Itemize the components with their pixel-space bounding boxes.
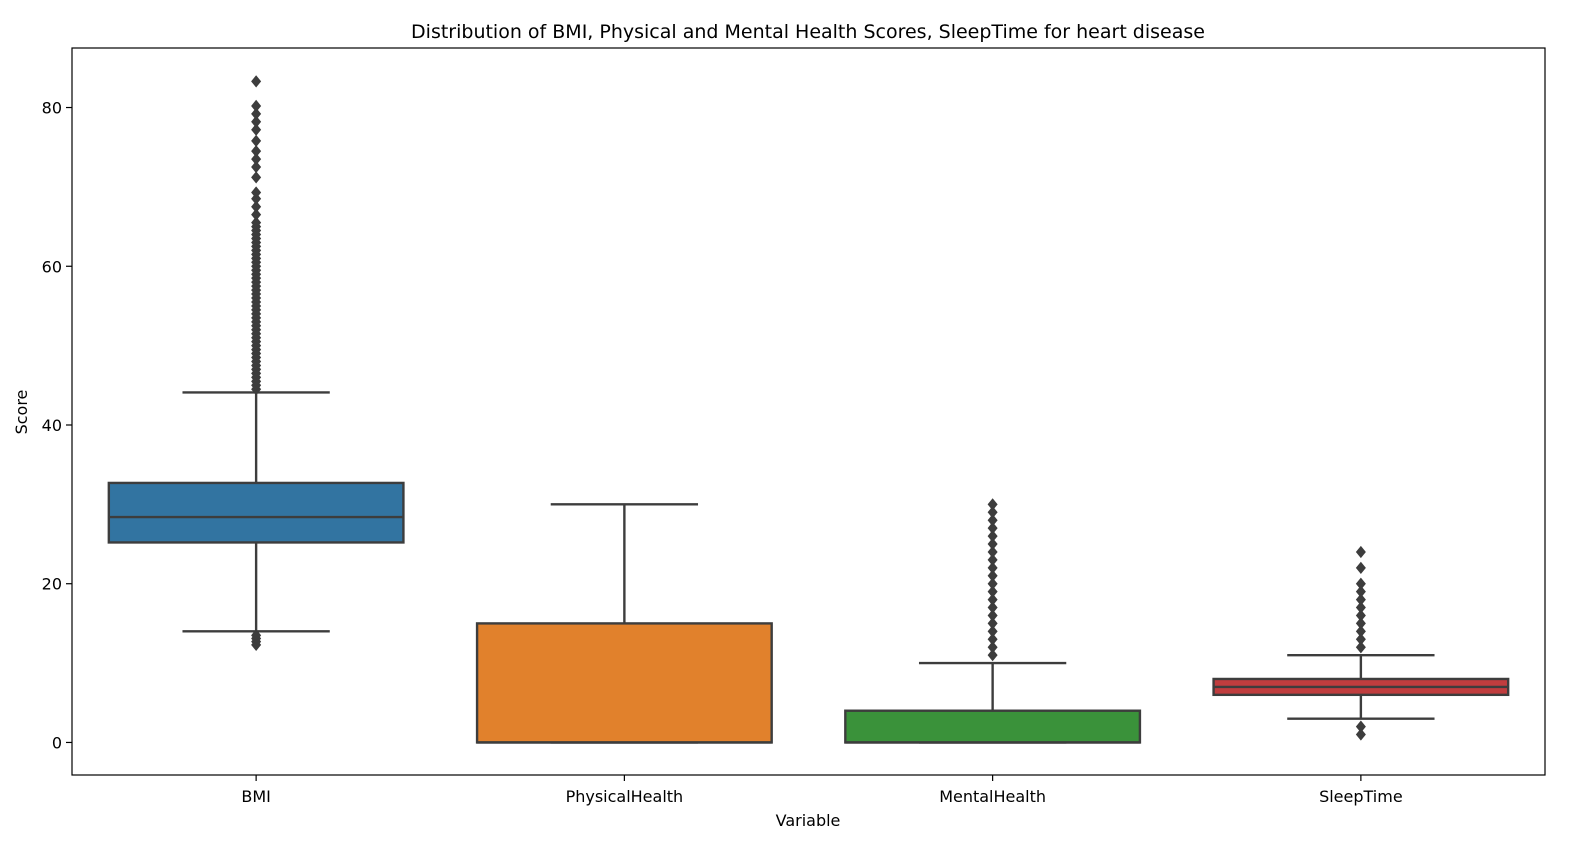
mentalhealth-outlier-point [987, 498, 998, 511]
mentalhealth-outlier-point [987, 609, 998, 622]
mentalhealth-outlier-point [987, 561, 998, 574]
mentalhealth-outlier-point [987, 585, 998, 598]
mentalhealth-outlier-point [987, 545, 998, 559]
sleeptime-outlier-point [1355, 577, 1366, 590]
x-tick-label-sleeptime: SleepTime [1319, 787, 1403, 806]
bmi-outlier-point [251, 115, 262, 128]
sleeptime-outlier-point [1355, 633, 1366, 646]
y-tick-label: 0 [52, 733, 62, 752]
mentalhealth-outlier-point [987, 514, 998, 527]
mentalhealth-outlier-point [987, 601, 998, 614]
bmi-outlier-point [251, 152, 262, 166]
bmi-outlier-point [251, 134, 262, 147]
x-tick-label-bmi: BMI [241, 787, 271, 806]
mentalhealth-outlier-point [987, 522, 998, 535]
sleeptime-outlier-point [1355, 545, 1366, 559]
bmi-outlier-point [251, 171, 262, 184]
bmi-outlier-point [251, 75, 262, 88]
bmi-outlier-point [251, 160, 262, 174]
sleeptime-outlier-point [1355, 641, 1366, 654]
bmi-outlier-point [251, 629, 262, 642]
mentalhealth-outlier-point [987, 649, 998, 662]
mentalhealth-outlier-point [987, 625, 998, 638]
sleeptime-outlier-point [1355, 585, 1366, 598]
sleeptime-outlier-point [1355, 728, 1366, 741]
sleeptime-outlier-point [1355, 561, 1366, 574]
mentalhealth-outlier-point [987, 506, 998, 519]
sleeptime-outlier-point [1355, 601, 1366, 614]
mentalhealth-outlier-point [987, 633, 998, 646]
mentalhealth-box [844, 709, 1142, 744]
mentalhealth-outlier-point [987, 529, 998, 543]
sleeptime-outlier-point [1355, 609, 1366, 622]
mentalhealth-outlier-point [987, 553, 998, 567]
bmi-outlier-point [251, 192, 262, 205]
axes-frame [71, 47, 1546, 776]
bmi-outlier-point [251, 216, 262, 229]
plot-area: 0 20 40 60 80 BMI PhysicalHealth MentalHealth Sl… [42, 75, 1510, 806]
bmi-outlier-point [251, 145, 262, 158]
x-axis-label: Variable [776, 811, 841, 830]
mentalhealth-outlier-point [987, 617, 998, 630]
bmi-outlier-point [251, 123, 262, 136]
physicalhealth-box [475, 622, 773, 744]
y-tick-label: 20 [42, 575, 62, 594]
x-tick-label-physicalhealth: PhysicalHealth [566, 787, 684, 806]
y-tick-label: 60 [42, 257, 62, 276]
chart-title: Distribution of BMI, Physical and Mental… [411, 21, 1205, 43]
mentalhealth-outlier-point [987, 641, 998, 654]
y-tick-label: 40 [42, 416, 62, 435]
mentalhealth-outlier-point [987, 537, 998, 551]
sleeptime-outlier-point [1355, 720, 1366, 733]
bmi-outlier-point [251, 208, 262, 221]
sleeptime-outlier-point [1355, 617, 1366, 630]
mentalhealth-outlier-point [987, 577, 998, 590]
sleeptime-outlier-point [1355, 625, 1366, 638]
y-tick-label: 80 [42, 99, 62, 118]
bmi-outlier-point [251, 200, 262, 213]
mentalhealth-outlier-point [987, 593, 998, 606]
bmi-box [107, 481, 405, 544]
y-axis-label: Score [12, 390, 31, 435]
bmi-outlier-point [251, 186, 262, 199]
bmi-outlier-point [251, 99, 262, 113]
bmi-outlier-point [251, 107, 262, 121]
x-tick-label-mentalhealth: MentalHealth [939, 787, 1046, 806]
sleeptime-outlier-point [1355, 593, 1366, 606]
mentalhealth-outlier-point [987, 569, 998, 582]
